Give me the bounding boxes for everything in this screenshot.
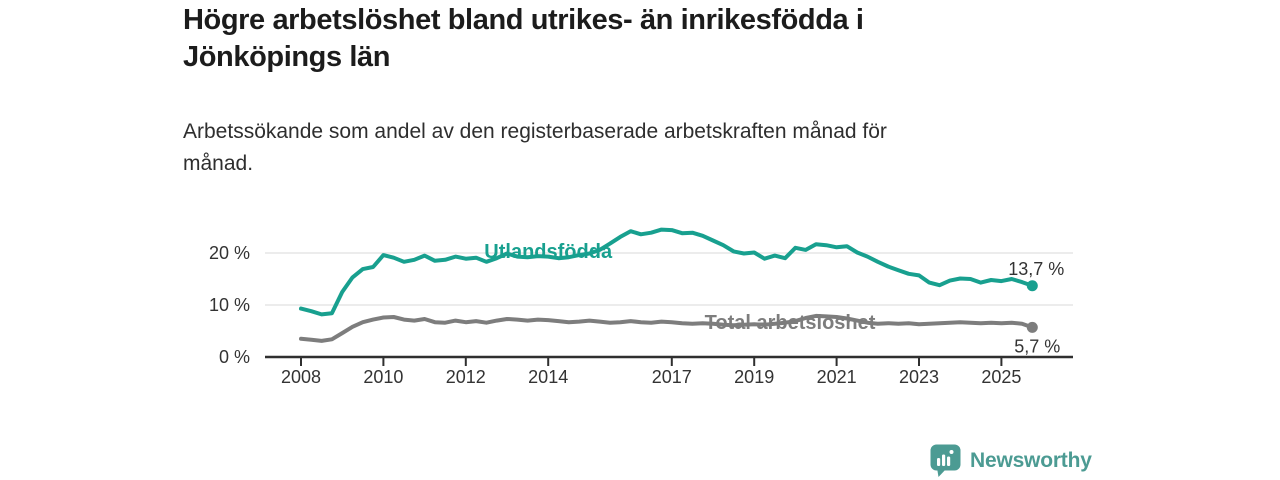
end-value-label-utlandsf-dda: 13,7 % — [1008, 259, 1064, 279]
series-line-utlandsf-dda — [299, 227, 1035, 317]
x-tick-label-2021: 2021 — [817, 367, 857, 387]
x-tick-label-2014: 2014 — [528, 367, 568, 387]
chart-title: Högre arbetslöshet bland utrikes- än inr… — [183, 2, 1043, 76]
newsworthy-logo: Newsworthy — [930, 444, 1092, 478]
x-tick-label-2025: 2025 — [981, 367, 1021, 387]
y-tick-label-0: 0 % — [219, 347, 250, 367]
x-tick-label-2023: 2023 — [899, 367, 939, 387]
chart-subtitle: Arbetssökande som andel av den registerb… — [183, 116, 1053, 179]
chart-title-line-1: Högre arbetslöshet bland utrikes- än inr… — [183, 4, 864, 36]
chart-subtitle-line-1: Arbetssökande som andel av den registerb… — [183, 120, 887, 143]
newsworthy-wordmark: Newsworthy — [970, 449, 1092, 472]
line-chart: 2008 2010 2012 2014 2017 2019 2021 2023 2025 20 %… — [180, 210, 1100, 410]
x-tick-label-2017: 2017 — [652, 367, 692, 387]
x-tick-label-2019: 2019 — [734, 367, 774, 387]
series-end-dot-total-arbetsl-shet — [1026, 321, 1038, 333]
x-tick-label-2008: 2008 — [281, 367, 321, 387]
series-label-total-arbetsl-shet: Total arbetslöshet — [705, 312, 876, 334]
series-label-utlandsf-dda: Utlandsfödda — [484, 241, 613, 263]
chart-title-line-2: Jönköpings län — [183, 41, 391, 74]
x-tick-label-2010: 2010 — [363, 367, 403, 387]
y-tick-label-20: 20 % — [209, 243, 250, 263]
chart-svg: 2008 2010 2012 2014 2017 2019 2021 2023 2025 20 %… — [209, 227, 1073, 387]
end-value-label-total-arbetsl-shet: 5,7 % — [1014, 336, 1060, 356]
series-end-dot-utlandsf-dda — [1026, 280, 1038, 292]
series-line-total-arbetsl-shet — [299, 313, 1035, 343]
chart-subtitle-line-2: månad. — [183, 151, 254, 175]
y-tick-label-10: 10 % — [209, 295, 250, 315]
x-tick-label-2012: 2012 — [446, 367, 486, 387]
newsworthy-icon — [930, 444, 961, 477]
